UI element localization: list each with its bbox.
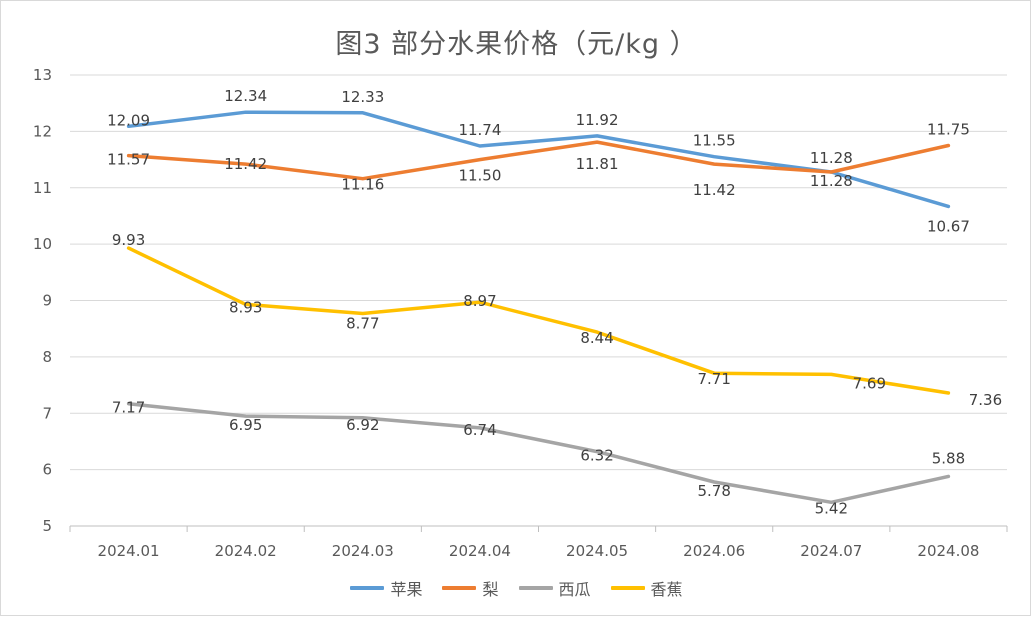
data-label: 6.74 [463, 421, 496, 439]
chart-title: 图3 部分水果价格（元/kg ） [335, 29, 698, 60]
x-tick-label: 2024.01 [98, 542, 160, 560]
x-tick-label: 2024.04 [449, 542, 511, 560]
data-label: 7.69 [853, 374, 886, 392]
legend-swatch [350, 586, 385, 590]
x-tick-label: 2024.03 [332, 542, 394, 560]
data-label: 11.28 [810, 149, 853, 167]
data-label: 11.81 [576, 155, 619, 173]
data-label: 11.28 [810, 172, 853, 190]
data-labels: 12.09 12.34 12.33 11.74 11.92 11.55 11.28 10.67… [107, 87, 1002, 517]
data-label: 11.42 [224, 155, 267, 173]
x-tick-label: 2024.08 [917, 542, 979, 560]
data-label: 6.95 [229, 416, 262, 434]
y-tick-label: 8 [42, 348, 52, 366]
data-label: 5.88 [932, 449, 965, 467]
y-tick-label: 11 [33, 179, 52, 197]
series-lines [126, 110, 951, 505]
legend-label: 西瓜 [558, 580, 591, 599]
series-line-西瓜 [126, 401, 951, 505]
x-tick-label: 2024.06 [683, 542, 745, 560]
legend-label: 梨 [482, 580, 499, 599]
data-label: 6.32 [580, 447, 613, 465]
y-tick-label: 10 [33, 235, 52, 253]
legend: 苹果 梨 西瓜 香蕉 [0, 576, 1033, 600]
data-label: 7.71 [697, 370, 730, 388]
data-label: 8.97 [463, 292, 496, 310]
series-line-梨 [126, 140, 951, 181]
data-label: 12.34 [224, 87, 267, 105]
x-tick-label: 2024.05 [566, 542, 628, 560]
legend-item: 香蕉 [610, 576, 683, 600]
data-label: 8.77 [346, 314, 379, 332]
data-label: 12.33 [341, 88, 384, 106]
legend-label: 香蕉 [650, 580, 683, 599]
x-tick-label: 2024.07 [800, 542, 862, 560]
legend-swatch [442, 586, 477, 590]
data-label: 7.36 [969, 391, 1002, 409]
data-label: 12.09 [107, 111, 150, 129]
data-label: 11.50 [458, 167, 501, 185]
y-tick-label: 6 [42, 461, 52, 479]
data-label: 8.44 [580, 329, 613, 347]
y-tick-label: 5 [42, 517, 52, 535]
legend-swatch [518, 586, 553, 590]
data-label: 11.42 [693, 181, 736, 199]
data-label: 5.78 [697, 482, 730, 500]
data-label: 11.75 [927, 120, 970, 138]
data-label: 6.92 [346, 416, 379, 434]
data-label: 11.57 [107, 151, 150, 169]
x-tick-label: 2024.02 [215, 542, 277, 560]
legend-label: 苹果 [390, 580, 423, 599]
legend-item: 苹果 [350, 576, 422, 600]
data-label: 9.93 [112, 231, 145, 249]
legend-item: 梨 [442, 576, 499, 600]
gridlines [70, 74, 1007, 527]
series-line-香蕉 [126, 246, 951, 395]
data-label: 11.55 [693, 132, 736, 150]
x-axis-ticks: 2024.01 2024.02 2024.03 2024.04 2024.05 2024.… [69, 526, 1008, 560]
y-axis-ticks: 5 6 7 8 9 10 11 12 13 [33, 66, 52, 535]
legend-item: 西瓜 [518, 576, 591, 600]
data-label: 11.74 [458, 121, 501, 139]
data-label: 11.92 [576, 111, 619, 129]
data-label: 11.16 [341, 176, 384, 194]
y-tick-label: 9 [42, 292, 52, 310]
y-tick-label: 7 [42, 404, 52, 422]
data-label: 10.67 [927, 217, 970, 235]
data-label: 5.42 [815, 499, 848, 517]
data-label: 7.17 [112, 399, 145, 417]
y-tick-label: 13 [33, 66, 52, 84]
legend-swatch [610, 586, 645, 590]
y-tick-label: 12 [33, 122, 52, 140]
data-label: 8.93 [229, 298, 262, 316]
